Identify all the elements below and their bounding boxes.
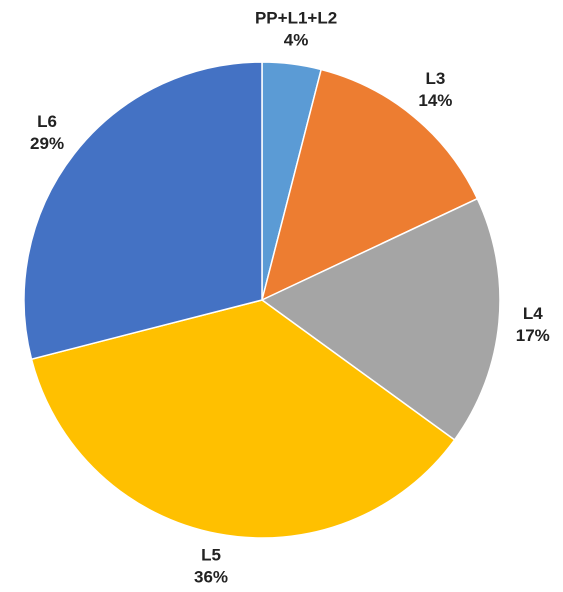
slice-label: L4 bbox=[523, 304, 543, 323]
pie-slice bbox=[260, 197, 501, 441]
slice-label: PP+L1+L2 bbox=[255, 9, 337, 28]
slice-label: L3 bbox=[425, 69, 445, 88]
slice-value-label: 29% bbox=[30, 134, 64, 153]
pie-slice bbox=[30, 299, 456, 539]
slice-label: L6 bbox=[37, 112, 57, 131]
slice-value-label: 36% bbox=[194, 568, 228, 587]
slice-value-label: 4% bbox=[284, 31, 309, 50]
slice-value-label: 14% bbox=[418, 91, 452, 110]
slice-label: L5 bbox=[201, 546, 221, 565]
slice-value-label: 17% bbox=[516, 326, 550, 345]
pie-slice bbox=[23, 61, 263, 361]
pie-slice bbox=[260, 68, 479, 302]
